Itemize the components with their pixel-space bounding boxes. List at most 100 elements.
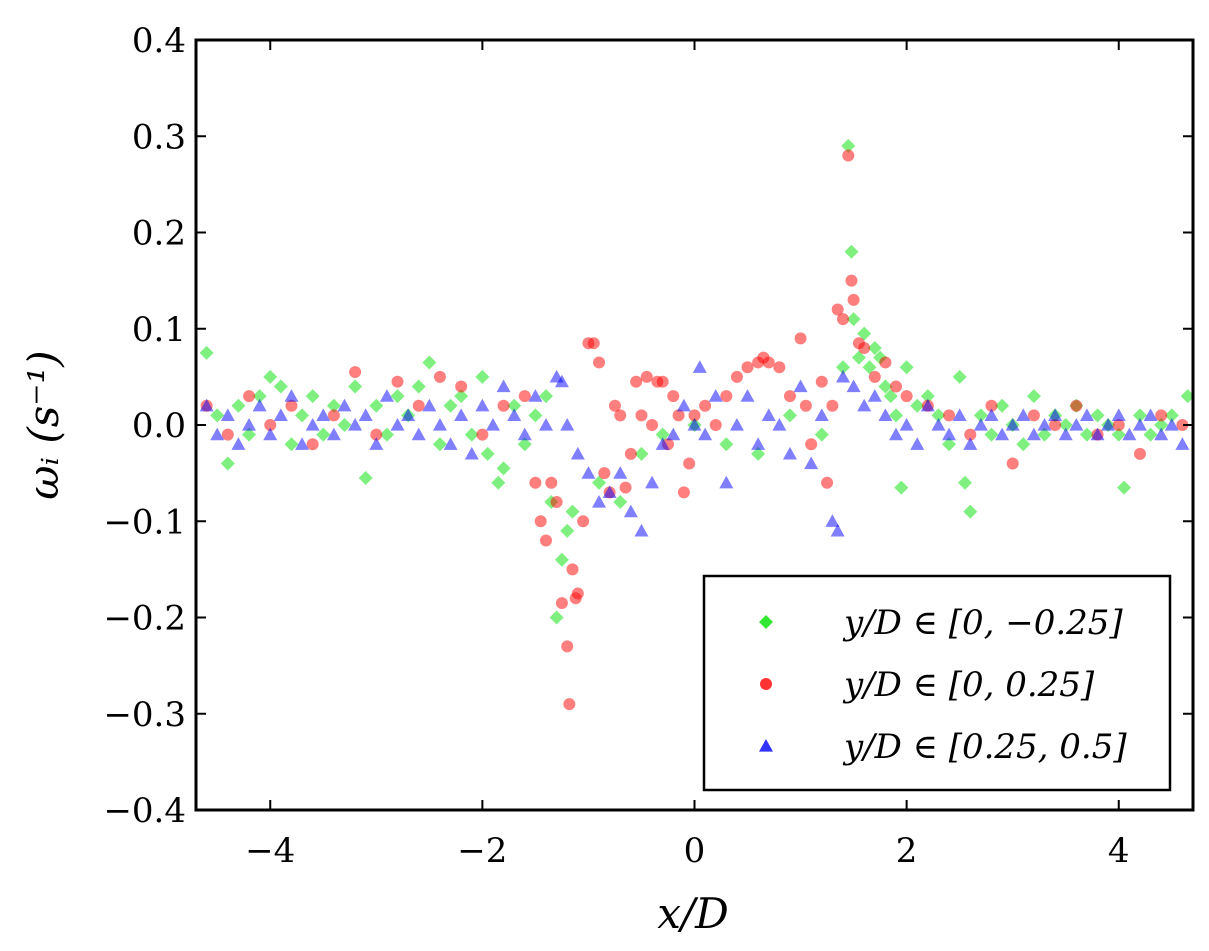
series-2-point [868,370,881,383]
series-3-point [1090,427,1105,441]
series-1-point [835,360,850,375]
series-1-point [719,437,734,452]
series-1-point [305,389,320,404]
series-3-point [592,495,607,508]
series-3-point [454,408,469,421]
series-3-point [485,418,500,431]
data-marks [199,138,1195,711]
series-2-point [540,534,553,547]
series-3-point [1058,427,1073,441]
series-2-point [730,370,743,383]
series-1-point [920,389,935,404]
series-3-point [1143,408,1158,421]
series-3-point [751,437,766,450]
series-3-point [761,408,776,421]
series-2-point [847,293,860,306]
series-2-point [741,361,754,374]
series-2-point [593,356,606,369]
series-2-point [826,399,839,412]
series-1-point [554,552,569,567]
legend-entry-2: y/D ∈ [0, 0.25] [842,665,1095,705]
series-1-point [1164,408,1179,423]
series-3-point [830,523,845,537]
series-3-point [952,408,967,421]
series-1-point [1154,418,1169,432]
series-3-point [814,408,829,421]
series-3-point [369,437,384,450]
series-3-point [920,398,935,412]
series-2-point [561,640,574,653]
legend-entry-3: y/D ∈ [0.25, 0.5] [842,727,1127,767]
series-2-point [1070,399,1083,412]
series-3-point [210,427,225,441]
series-3-point [963,437,978,450]
series-3-point [390,418,405,431]
series-3-point [889,427,904,441]
series-3-point [517,427,532,441]
series-1-point [507,398,522,413]
series-2-point [550,496,563,508]
series-1-point [957,475,972,490]
series-3-point [443,437,458,450]
series-3-point [634,523,649,537]
series-1-point [284,437,299,452]
series-1-point [565,504,580,519]
series-1-point [1016,437,1031,452]
series-1-point [931,408,946,423]
series-3-point [475,398,490,412]
series-1-point [851,350,866,365]
series-2-point [497,399,510,412]
series-2-point [900,390,913,403]
y-tick-label: 0.3 [132,117,186,157]
series-3-point [379,389,394,402]
series-2-point [476,428,489,441]
series-3-point [995,427,1010,441]
series-3-point [878,408,893,421]
series-2-point [858,342,871,354]
x-tick-label: −2 [457,831,507,871]
series-1-point [263,369,278,384]
series-2-point [545,476,558,489]
series-3-point [1016,408,1031,421]
series-3-point [835,369,850,383]
legend-box [702,574,1172,792]
series-1-point [549,610,564,625]
x-tick-label: 0 [684,831,706,871]
series-2-point [391,375,404,388]
y-tick-label: −0.1 [103,502,186,542]
series-2-point [688,409,701,422]
series-3-point [899,418,914,431]
series-3-point [1122,427,1137,441]
series-1-point [1111,427,1126,442]
series-3-point [496,379,511,393]
series-3-point [623,504,638,518]
series-2-point [349,366,362,379]
series-2-point [683,457,696,470]
series-1-point [814,427,829,442]
series-3-point [676,398,691,412]
series-1-point [220,456,235,471]
y-tick-label: 0.1 [132,310,186,350]
series-3-point [220,408,235,421]
series-1-point [480,446,495,461]
series-3-point [1048,408,1063,421]
series-2-point [598,467,611,480]
series-3-point [305,418,320,431]
series-2-point [821,476,834,489]
series-3-point [1175,437,1190,450]
series-3-point [772,418,787,431]
series-2-point [370,428,383,441]
series-2-point [943,409,956,422]
series-1-point [1180,389,1195,404]
series-2-point [720,390,733,403]
series-2-point [794,332,807,345]
series-1-point [883,389,898,404]
series-1-point [867,341,882,355]
series-2-point [455,380,468,393]
series-1-point [422,355,437,370]
series-3-point [273,408,288,421]
series-3-point [358,408,373,421]
series-3-point [528,389,543,402]
series-3-point [910,437,925,450]
x-tick-label: 2 [896,831,918,871]
